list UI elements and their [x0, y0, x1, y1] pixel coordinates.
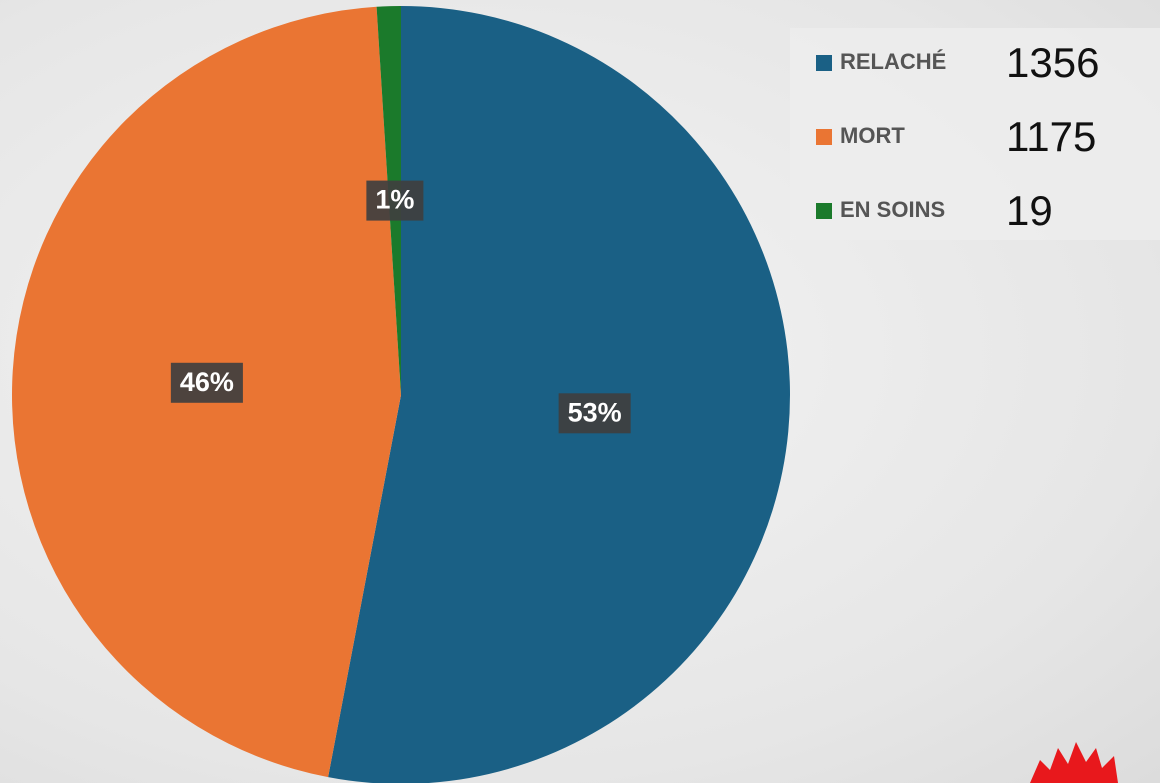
legend-swatch [816, 203, 832, 219]
data-label-text: 53% [568, 397, 622, 427]
data-label-box [558, 393, 631, 434]
legend-background [790, 28, 1160, 240]
data-label: 53% [558, 393, 631, 434]
data-label: 1% [366, 180, 424, 221]
legend-count: 1175 [1006, 113, 1096, 160]
legend-count: 1356 [1006, 39, 1099, 86]
data-label-text: 46% [180, 367, 234, 397]
legend-swatch [816, 129, 832, 145]
legend-swatch [816, 55, 832, 71]
data-label: 46% [170, 362, 243, 403]
data-label-box [366, 180, 424, 221]
legend-label: RELACHÉ [840, 49, 946, 74]
data-label-box [170, 362, 243, 403]
legend-count: 19 [1006, 187, 1053, 234]
data-label-text: 1% [375, 185, 414, 215]
logo [1030, 742, 1118, 783]
legend-label: EN SOINS [840, 197, 945, 222]
legend-label: MORT [840, 123, 905, 148]
